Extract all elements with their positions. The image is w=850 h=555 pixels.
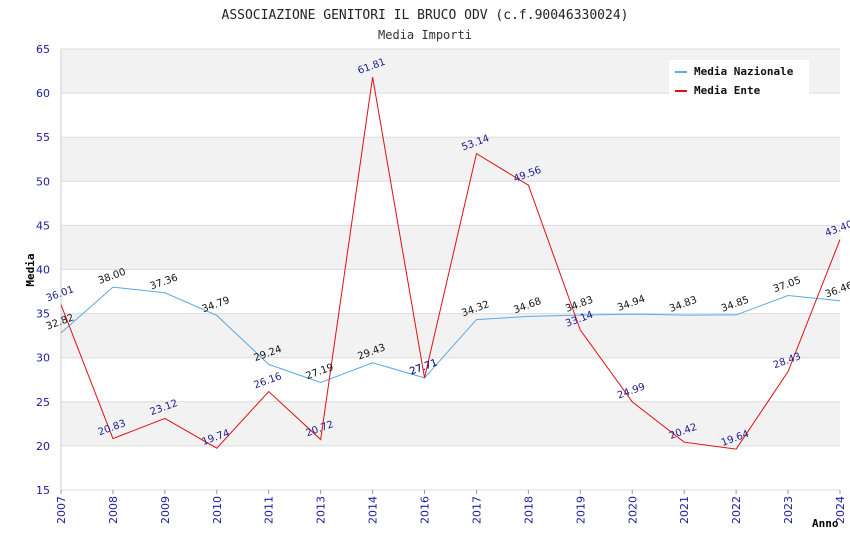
legend: Media Nazionale Media Ente: [669, 60, 809, 98]
data-label: 37.05: [772, 275, 803, 295]
y-tick-label: 45: [36, 219, 50, 232]
x-tick-label: 2014: [367, 496, 380, 524]
x-tick-label: 2007: [55, 496, 68, 524]
data-label: 26.16: [253, 371, 284, 391]
y-tick-label: 25: [36, 396, 50, 409]
data-label: 34.83: [668, 295, 699, 315]
grid-band: [61, 225, 840, 270]
data-label: 37.36: [149, 272, 180, 292]
legend-box: [669, 60, 809, 98]
grid-band: [61, 313, 840, 358]
grid-lines: [60, 48, 840, 491]
legend-label-media-nazionale: Media Nazionale: [694, 65, 794, 78]
y-tick-label: 35: [36, 308, 50, 321]
chart-subtitle: Media Importi: [378, 28, 472, 42]
data-label: 34.94: [616, 294, 647, 314]
grid-band: [61, 401, 840, 446]
x-tick-label: 2024: [834, 496, 847, 524]
data-label: 36.46: [824, 280, 850, 300]
series-line-media-ente: [60, 77, 841, 450]
x-tick-label: 2021: [678, 496, 691, 524]
x-tick-label: 2011: [263, 496, 276, 524]
x-tick-label: 2009: [159, 496, 172, 524]
x-axis-label: Anno: [812, 517, 839, 530]
y-axis-ticks: 15 20 25 30 35 40 45 50 55 60 65: [36, 43, 50, 497]
data-label: 36.01: [45, 284, 76, 304]
y-tick-label: 40: [36, 264, 50, 277]
grid-bands: [61, 49, 840, 446]
x-tick-label: 2013: [315, 496, 328, 524]
y-tick-label: 30: [36, 352, 50, 365]
x-tick-label: 2023: [782, 496, 795, 524]
y-tick-label: 50: [36, 175, 50, 188]
x-tick-label: 2022: [730, 496, 743, 524]
chart-title: ASSOCIAZIONE GENITORI IL BRUCO ODV (c.f.…: [222, 8, 629, 23]
x-tick-label: 2019: [574, 496, 587, 524]
y-tick-label: 15: [36, 484, 50, 497]
data-label: 24.99: [616, 381, 647, 401]
y-tick-label: 55: [36, 131, 50, 144]
y-tick-label: 20: [36, 440, 50, 453]
x-tick-label: 2008: [107, 496, 120, 524]
x-tick-label: 2020: [626, 496, 639, 524]
y-axis-label: Media: [24, 253, 37, 286]
x-tick-label: 2017: [470, 496, 483, 524]
series-line-media-nazionale: [60, 286, 841, 384]
grid-band: [61, 137, 840, 182]
y-tick-label: 60: [36, 87, 50, 100]
x-axis-ticks: 2007 2008 2009 2010 2011 2013 2014 2016 2017 2018…: [55, 490, 847, 524]
x-tick-label: 2010: [211, 496, 224, 524]
x-tick-label: 2016: [419, 496, 432, 524]
legend-label-media-ente: Media Ente: [694, 84, 761, 97]
x-tick-label: 2018: [522, 496, 535, 524]
series-group: [60, 77, 841, 450]
data-label: 34.79: [201, 295, 232, 315]
y-tick-label: 65: [36, 43, 50, 56]
